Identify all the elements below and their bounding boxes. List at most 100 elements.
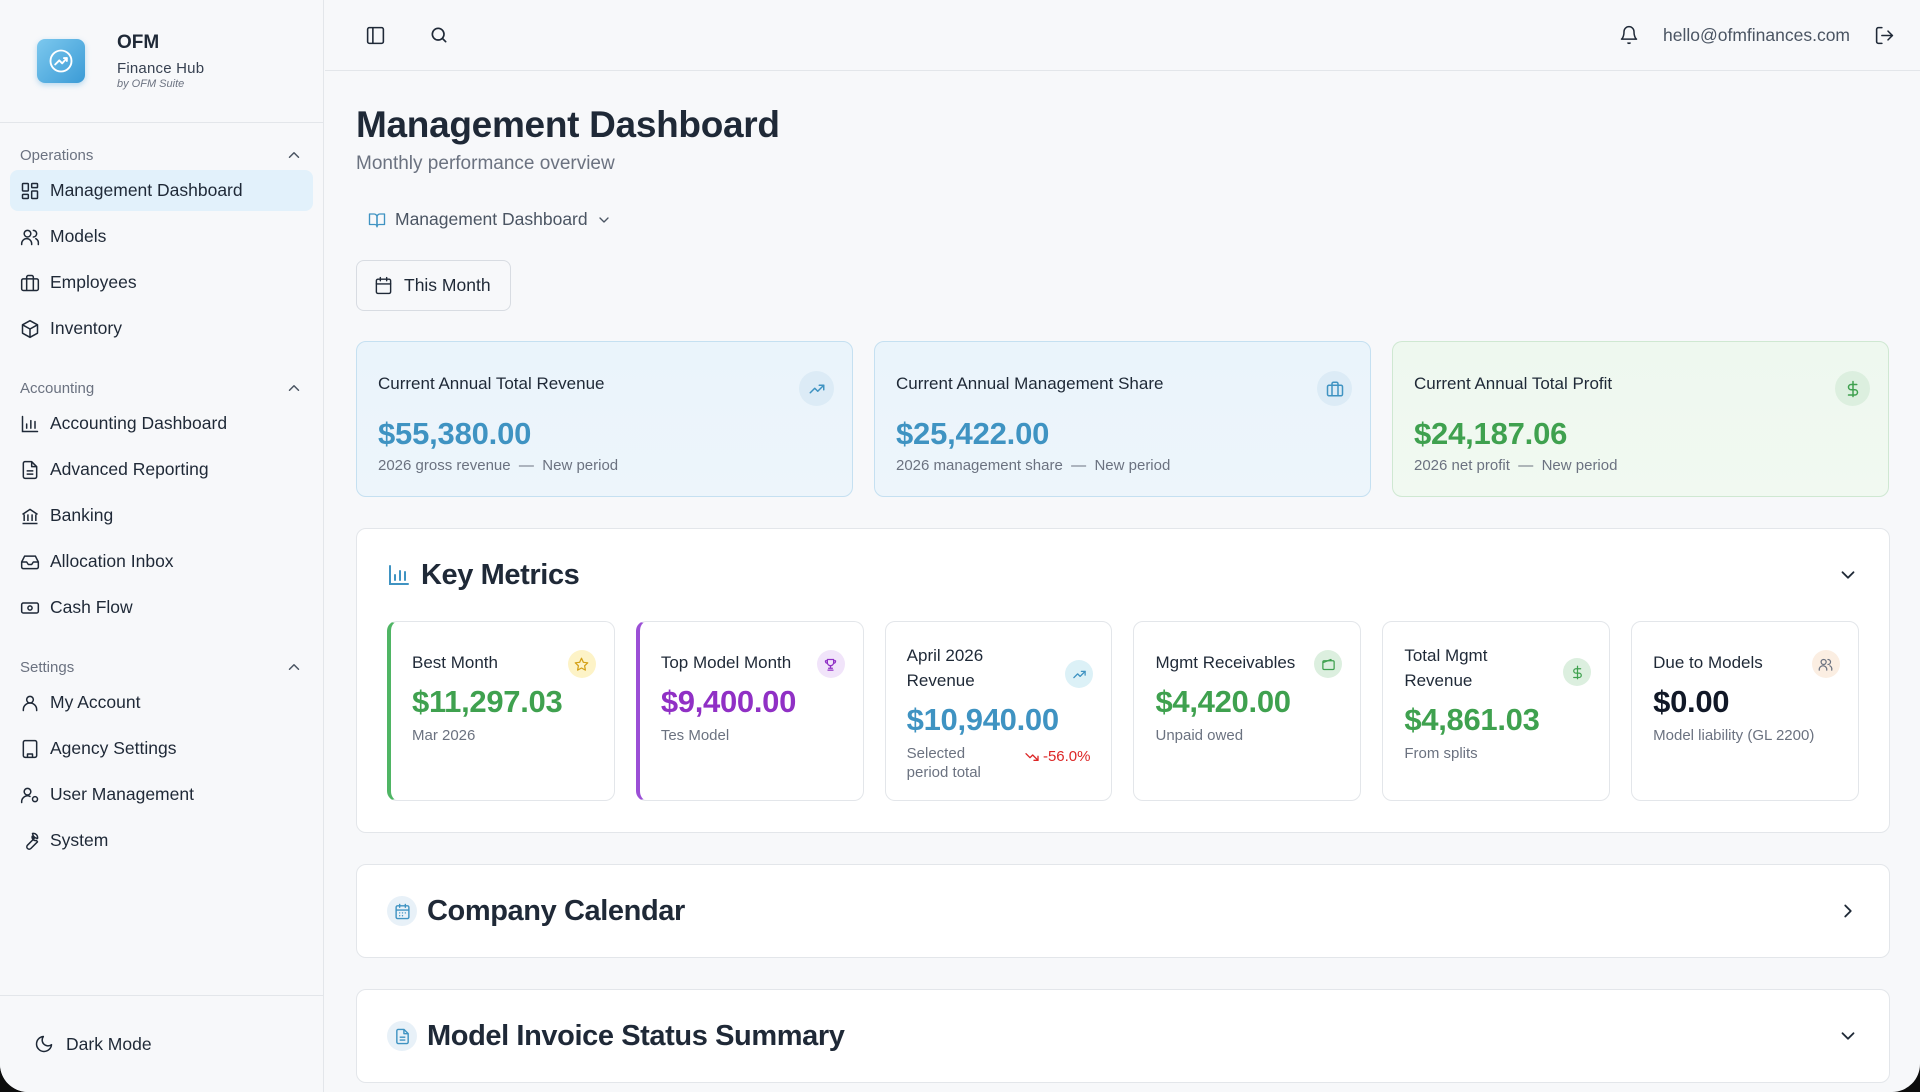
user-email[interactable]: hello@ofmfinances.com: [1662, 24, 1850, 45]
sidebar-item-allocation-inbox[interactable]: Allocation Inbox: [10, 541, 313, 582]
user-cog-icon: [20, 787, 39, 803]
summary-value: $25,422.00: [896, 416, 1050, 451]
section-title: Settings: [20, 658, 75, 676]
sidebar-item-banking[interactable]: Banking: [10, 495, 313, 536]
invoice-status-panel: Model Invoice Status Summary: [356, 989, 1890, 1083]
dashboard-selector-label: Management Dashboard: [395, 209, 588, 229]
sidebar-item-advanced-reporting[interactable]: Advanced Reporting: [10, 449, 313, 490]
nav-section-accounting: Accounting Accounting Dashboard Advanced…: [0, 373, 323, 628]
summary-card-revenue: Current Annual Total Revenue $55,380.00 …: [356, 341, 853, 497]
metric-value: $4,420.00: [1155, 684, 1291, 719]
chevron-up-icon: [288, 152, 300, 158]
logout-button[interactable]: [1872, 23, 1896, 47]
moon-icon: [35, 1035, 53, 1053]
dashboard-icon: [21, 182, 39, 199]
sidebar-item-label: Advanced Reporting: [50, 459, 209, 479]
key-metrics-header[interactable]: Key Metrics: [357, 529, 1889, 621]
notifications-button[interactable]: [1617, 23, 1641, 47]
trending-up-icon: [799, 371, 834, 406]
sidebar-toggle-button[interactable]: [363, 23, 387, 47]
brand[interactable]: OFM Finance Hub by OFM Suite: [0, 0, 323, 123]
wallet-icon: [1314, 650, 1343, 678]
bar-chart-icon: [21, 415, 39, 432]
summary-title: Current Annual Management Share: [896, 374, 1164, 393]
inbox-icon: [20, 554, 40, 569]
sidebar-item-employees[interactable]: Employees: [10, 262, 313, 303]
user-icon: [22, 695, 38, 711]
company-calendar-header[interactable]: Company Calendar: [357, 865, 1889, 957]
metric-note: Selected period total: [906, 745, 981, 781]
metric-note: Model liability (GL 2200): [1653, 727, 1815, 744]
brand-byline: by OFM Suite: [117, 78, 185, 90]
metric-value: $9,400.00: [660, 684, 797, 719]
metric-card-due-to-models: Due to Models $0.00 Model liability (GL …: [1631, 621, 1859, 801]
sidebar-item-user-management[interactable]: User Management: [10, 774, 313, 815]
section-title: Accounting: [20, 379, 95, 397]
sidebar: OFM Finance Hub by OFM Suite Operations …: [0, 0, 324, 1092]
report-icon: [22, 460, 38, 479]
metric-change-value: -56.0%: [1042, 748, 1091, 765]
sidebar-item-agency-settings[interactable]: Agency Settings: [10, 728, 313, 769]
invoice-status-title: Model Invoice Status Summary: [427, 1019, 845, 1052]
bell-icon: [1620, 25, 1638, 45]
nav-section-operations: Operations Management Dashboard Models E…: [0, 140, 323, 349]
topbar: hello@ofmfinances.com: [325, 0, 1920, 71]
summary-value: $24,187.06: [1414, 416, 1568, 451]
sidebar-item-management-dashboard[interactable]: Management Dashboard: [10, 170, 313, 211]
book-open-icon: [368, 212, 386, 227]
section-header-accounting[interactable]: Accounting: [10, 373, 313, 403]
invoice-status-header[interactable]: Model Invoice Status Summary: [357, 990, 1889, 1082]
briefcase-icon: [1317, 371, 1352, 406]
metric-footer: Selected period total -56.0%: [907, 738, 1091, 782]
section-header-operations[interactable]: Operations: [10, 140, 313, 170]
metric-card-april-revenue: April 2026 Revenue $10,940.00 Selected p…: [884, 621, 1113, 801]
chevron-right-icon[interactable]: [1837, 900, 1859, 922]
metric-title: Mgmt Receivables: [1155, 653, 1296, 672]
key-metrics-title: Key Metrics: [421, 558, 580, 591]
key-metrics-panel: Key Metrics Best Month $11,297.03 Mar 20…: [356, 528, 1890, 833]
page-subtitle: Monthly performance overview: [356, 153, 615, 174]
sidebar-item-my-account[interactable]: My Account: [10, 682, 313, 723]
sidebar-item-label: Inventory: [50, 318, 122, 338]
sidebar-item-label: System: [50, 830, 109, 850]
metric-title: Due to Models: [1653, 653, 1763, 672]
search-button[interactable]: [427, 23, 451, 47]
metrics-grid: Best Month $11,297.03 Mar 2026 Top Model…: [357, 621, 1889, 832]
metric-card-best-month: Best Month $11,297.03 Mar 2026: [387, 621, 615, 801]
users-icon: [1811, 650, 1840, 678]
search-icon: [431, 27, 447, 43]
sidebar-item-inventory[interactable]: Inventory: [10, 308, 313, 349]
chevron-down-icon[interactable]: [1837, 1025, 1859, 1047]
logo-icon: [37, 39, 85, 83]
bar-chart-icon: [389, 565, 409, 585]
sidebar-item-models[interactable]: Models: [10, 216, 313, 257]
sidebar-item-label: Allocation Inbox: [50, 551, 174, 571]
metric-note: Tes Model: [660, 727, 730, 744]
sidebar-item-label: Employees: [50, 272, 137, 292]
chevron-down-icon: [598, 216, 609, 223]
metric-title: Total Mgmt Revenue: [1404, 646, 1488, 690]
sidebar-item-cash-flow[interactable]: Cash Flow: [10, 587, 313, 628]
metric-note: Unpaid owed: [1155, 727, 1244, 744]
metric-note: Mar 2026: [412, 727, 476, 744]
metric-card-total-mgmt-revenue: Total Mgmt Revenue $4,861.03 From splits: [1382, 621, 1611, 801]
chevron-down-icon[interactable]: [1837, 564, 1859, 586]
dark-mode-toggle[interactable]: Dark Mode: [0, 995, 323, 1092]
brand-subtitle: Finance Hub: [117, 60, 205, 77]
section-header-settings[interactable]: Settings: [10, 652, 313, 682]
chevron-up-icon: [288, 664, 300, 670]
summary-card-management-share: Current Annual Management Share $25,422.…: [874, 341, 1371, 497]
dashboard-selector[interactable]: Management Dashboard: [368, 209, 1890, 230]
metric-title: April 2026 Revenue: [906, 646, 984, 690]
brand-name: OFM: [117, 32, 160, 53]
period-select-button[interactable]: This Month: [356, 260, 511, 311]
building-icon: [22, 739, 38, 758]
box-icon: [21, 319, 39, 338]
sidebar-item-accounting-dashboard[interactable]: Accounting Dashboard: [10, 403, 313, 444]
sidebar-item-system[interactable]: System: [10, 820, 313, 861]
metric-change: -56.0%: [1024, 748, 1091, 765]
sidebar-item-label: Management Dashboard: [50, 180, 243, 200]
summary-cards: Current Annual Total Revenue $55,380.00 …: [356, 341, 1890, 497]
metric-value: $10,940.00: [906, 702, 1059, 737]
